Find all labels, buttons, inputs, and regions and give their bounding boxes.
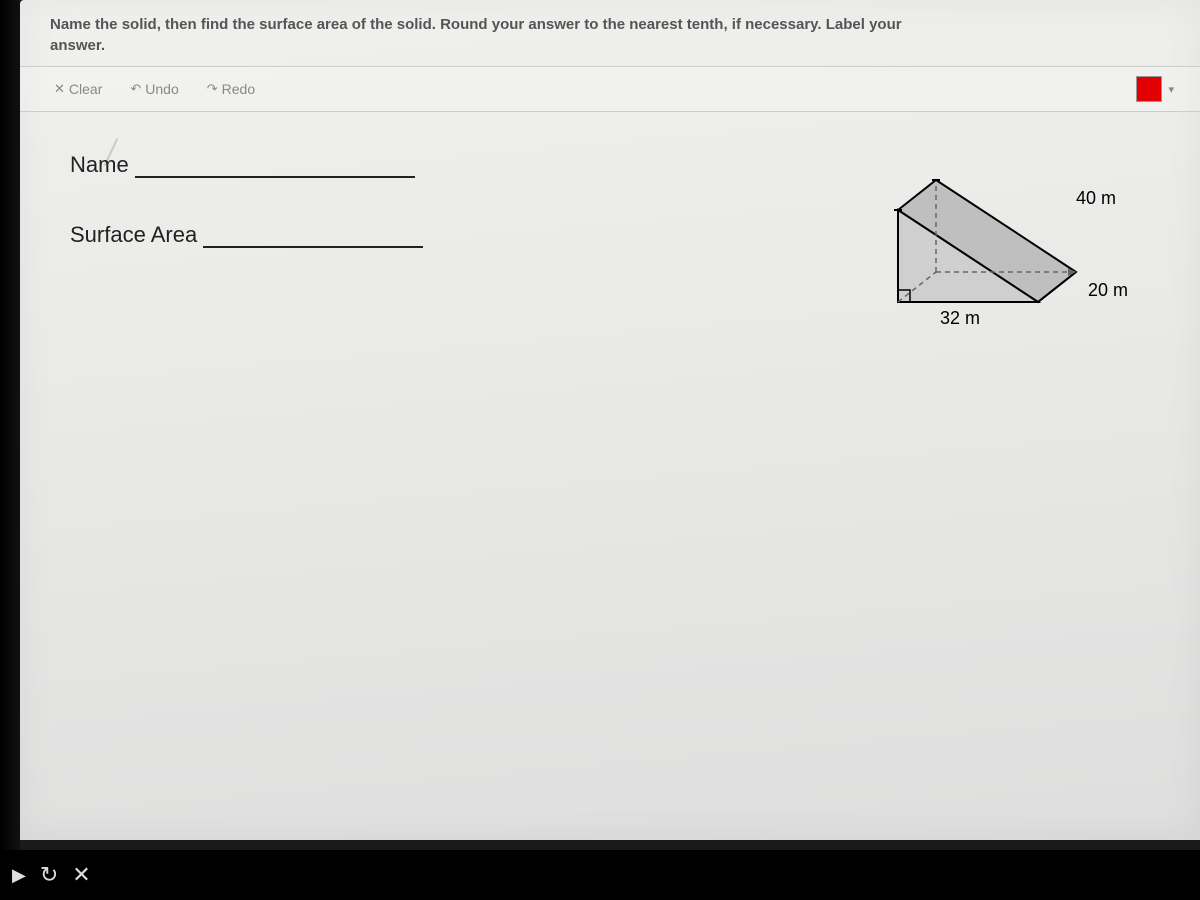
system-bottom-bar: ▶ ↻ ✕ [0,850,1200,900]
app-screen: Name the solid, then find the surface ar… [20,0,1200,840]
prompt-line-2: answer. [50,35,1170,56]
color-dropdown-icon[interactable]: ▾ [1162,83,1180,96]
refresh-icon[interactable]: ↻ [40,862,58,888]
label-hypotenuse: 40 m [1076,188,1116,209]
expand-icon[interactable]: ▶ [12,865,26,886]
redo-label: Redo [222,81,255,97]
clear-icon: ✕ [54,81,65,97]
surface-area-label: Surface Area [70,222,197,248]
clear-button[interactable]: ✕ Clear [40,75,116,103]
color-swatch[interactable] [1136,76,1162,102]
prompt-line-1: Name the solid, then find the surface ar… [50,14,1170,35]
redo-icon: ↷ [207,81,218,97]
surface-area-blank-line[interactable] [203,224,423,248]
undo-icon: ↶ [130,81,141,97]
answer-canvas[interactable]: Name Surface Area [20,112,1200,842]
label-base: 32 m [940,308,980,329]
clear-label: Clear [69,81,102,97]
screen-left-bezel [0,0,20,900]
name-blank-line[interactable] [135,154,415,178]
undo-label: Undo [145,81,178,97]
drawing-toolbar: ✕ Clear ↶ Undo ↷ Redo ▾ [20,67,1200,112]
label-depth: 20 m [1088,280,1128,301]
question-prompt: Name the solid, then find the surface ar… [20,0,1200,67]
close-icon[interactable]: ✕ [72,862,90,888]
redo-button[interactable]: ↷ Redo [193,75,269,103]
solid-figure: 40 m 20 m 32 m [870,152,1110,332]
undo-button[interactable]: ↶ Undo [116,75,192,103]
name-label: Name [70,152,129,178]
